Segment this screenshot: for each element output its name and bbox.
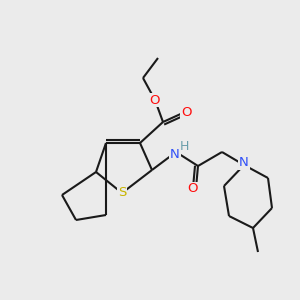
Text: N: N: [239, 157, 249, 169]
Text: S: S: [118, 187, 126, 200]
Text: O: O: [149, 94, 159, 106]
Text: O: O: [188, 182, 198, 196]
Text: O: O: [181, 106, 191, 118]
Text: H: H: [180, 140, 189, 154]
Text: N: N: [170, 148, 180, 160]
